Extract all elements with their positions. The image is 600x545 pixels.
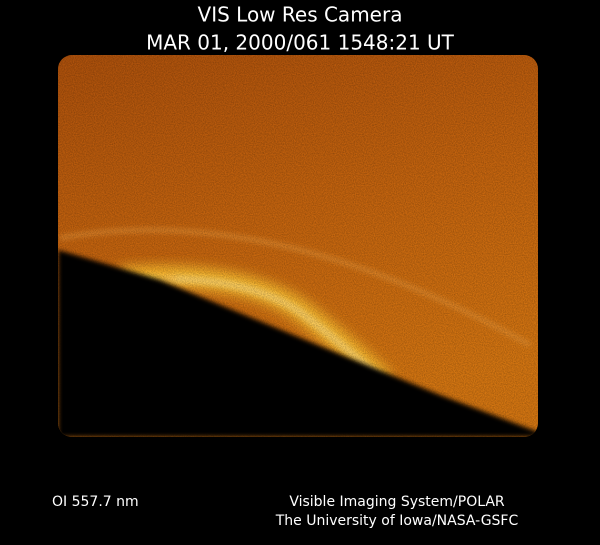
credit-line: Visible Imaging System/POLAR [289,494,505,510]
image-timestamp: MAR 01, 2000/061 1548:21 UT [146,31,455,55]
auroral-image [58,55,538,437]
filter-label: OI 557.7 nm [52,494,139,510]
image-title: VIS Low Res Camera [198,3,403,27]
credit-line: The University of Iowa/NASA-GSFC [275,513,519,529]
